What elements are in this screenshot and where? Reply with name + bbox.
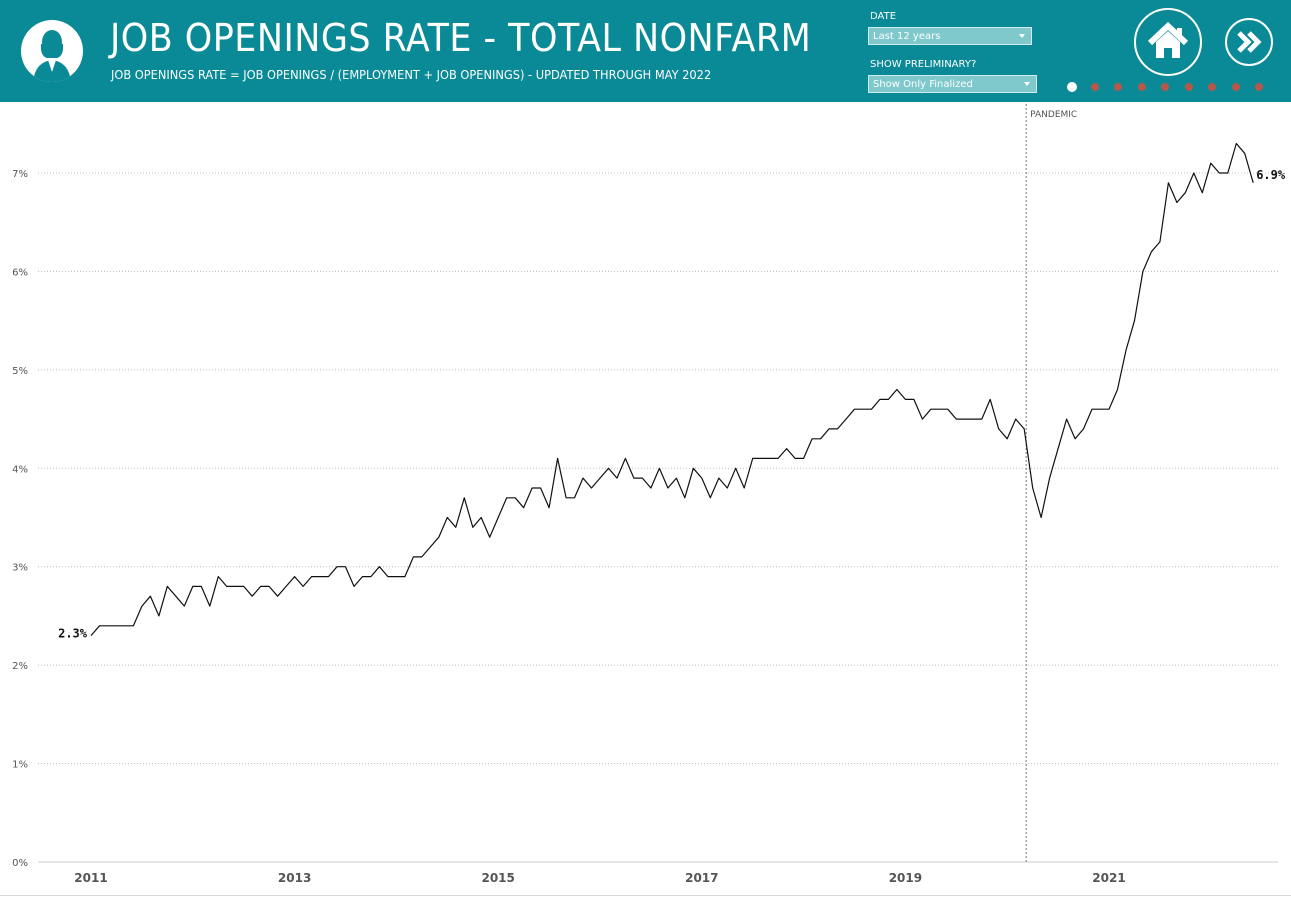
page-dot-5[interactable] xyxy=(1161,83,1169,91)
page-dot-1[interactable] xyxy=(1067,82,1077,92)
chevron-down-icon xyxy=(1024,82,1030,86)
chevron-down-icon xyxy=(1019,34,1025,38)
date-filter-dropdown[interactable]: Last 12 years xyxy=(868,27,1032,45)
job-openings-rate-chart: 0% 1% 2% 3% 4% 5% 6% 7% 2011 2013 2015 2017 2019 2021… xyxy=(12,104,1286,885)
page-dot-8[interactable] xyxy=(1231,83,1240,91)
page-dot-3[interactable] xyxy=(1114,83,1122,91)
preliminary-filter-value: Show Only Finalized xyxy=(873,79,973,90)
series-line xyxy=(90,142,1254,636)
x-tick-label: 2011 xyxy=(74,871,107,885)
chart-bottom-border xyxy=(0,895,1291,896)
y-tick-label: 5% xyxy=(12,366,28,377)
y-tick-label: 2% xyxy=(12,661,28,672)
date-filter-label: DATE xyxy=(870,11,897,22)
x-tick-label: 2017 xyxy=(685,871,718,885)
page-dot-4[interactable] xyxy=(1137,83,1146,91)
header-bar: JOB OPENINGS RATE - TOTAL NONFARM JOB OP… xyxy=(0,0,1291,102)
preliminary-filter-dropdown[interactable]: Show Only Finalized xyxy=(868,75,1037,93)
double-chevron-right-icon xyxy=(1237,31,1262,53)
start-value-label: 2.3% xyxy=(58,627,88,641)
home-button[interactable] xyxy=(1134,8,1202,76)
x-tick-label: 2013 xyxy=(278,871,311,885)
y-tick-label: 6% xyxy=(12,267,28,278)
page-dot-9[interactable] xyxy=(1255,83,1263,91)
x-tick-label: 2021 xyxy=(1092,871,1125,885)
y-tick-label: 3% xyxy=(12,563,28,574)
x-tick-label: 2015 xyxy=(481,871,514,885)
y-tick-label: 0% xyxy=(12,858,28,869)
preliminary-filter-label: SHOW PRELIMINARY? xyxy=(870,59,977,70)
x-tick-label: 2019 xyxy=(889,871,922,885)
person-silhouette-icon xyxy=(21,20,83,82)
home-icon xyxy=(1147,21,1189,58)
end-value-label: 6.9% xyxy=(1256,168,1286,182)
y-tick-label: 4% xyxy=(12,464,28,475)
page-dot-2[interactable] xyxy=(1090,83,1099,91)
next-page-button[interactable] xyxy=(1225,18,1273,66)
page-title: JOB OPENINGS RATE - TOTAL NONFARM xyxy=(110,16,812,60)
page-subtitle: JOB OPENINGS RATE = JOB OPENINGS / (EMPL… xyxy=(111,68,712,82)
page-dot-7[interactable] xyxy=(1208,83,1216,91)
y-tick-label: 7% xyxy=(12,169,28,180)
date-filter-value: Last 12 years xyxy=(873,31,941,42)
y-tick-label: 1% xyxy=(12,760,28,771)
page-dot-6[interactable] xyxy=(1184,83,1193,91)
pandemic-label: PANDEMIC xyxy=(1030,110,1077,120)
